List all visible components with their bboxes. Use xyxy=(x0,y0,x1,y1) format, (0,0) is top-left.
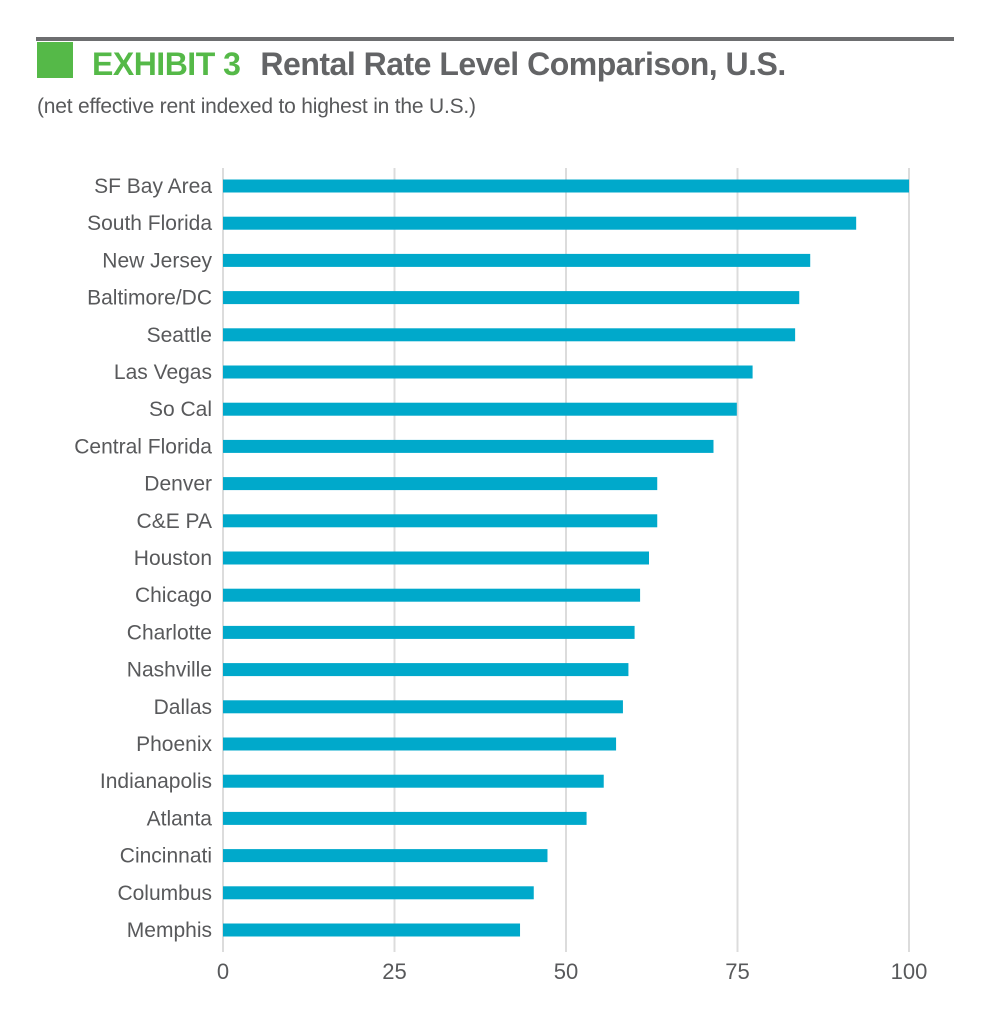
category-label: Central Florida xyxy=(74,435,212,458)
category-label: So Cal xyxy=(149,398,212,421)
exhibit-marker xyxy=(37,42,73,78)
bar-charlotte xyxy=(223,625,635,639)
bar-south-florida xyxy=(223,216,857,230)
category-label: Chicago xyxy=(135,584,212,607)
exhibit-label: EXHIBIT 3 xyxy=(92,46,241,82)
category-label: Dallas xyxy=(154,696,212,719)
x-tick-label: 50 xyxy=(554,959,578,984)
bar-houston xyxy=(223,551,650,565)
x-tick-labels: 0 25 50 75 100 xyxy=(217,959,927,984)
bar-central-florida xyxy=(223,439,714,453)
category-label: Denver xyxy=(144,473,212,496)
bar-phoenix xyxy=(223,737,617,751)
bar-nashville xyxy=(223,663,629,677)
chart-title: EXHIBIT 3 Rental Rate Level Comparison, U… xyxy=(92,44,786,84)
x-tick-label: 0 xyxy=(217,959,229,984)
x-tick-label: 25 xyxy=(382,959,406,984)
bar-seattle xyxy=(223,328,796,342)
bar-new-jersey xyxy=(223,253,811,267)
bar-cincinnati xyxy=(223,849,548,863)
chart-subtitle: (net effective rent indexed to highest i… xyxy=(37,95,476,118)
bar-las-vegas xyxy=(223,365,753,379)
bar-denver xyxy=(223,477,658,491)
bar-indianapolis xyxy=(223,774,604,788)
bar-chicago xyxy=(223,588,641,602)
category-label: Indianapolis xyxy=(100,770,212,793)
category-label: Baltimore/DC xyxy=(87,287,212,310)
category-label: C&E PA xyxy=(137,510,212,533)
top-rule xyxy=(36,37,954,41)
category-label: Atlanta xyxy=(147,807,213,830)
bar-dallas xyxy=(223,700,623,714)
x-tick-label: 75 xyxy=(725,959,749,984)
x-tick-label: 100 xyxy=(891,959,928,984)
bar-so-cal xyxy=(223,402,737,416)
category-label: Cincinnati xyxy=(120,845,212,868)
bar-columbus xyxy=(223,886,534,900)
category-label: Nashville xyxy=(127,659,212,682)
chart-title-text: Rental Rate Level Comparison, U.S. xyxy=(260,46,786,82)
category-label: New Jersey xyxy=(102,249,212,272)
category-labels: SF Bay Area South Florida New Jersey Baltim… xyxy=(74,175,212,942)
category-label: Las Vegas xyxy=(114,361,212,384)
bars xyxy=(223,179,909,937)
category-label: Charlotte xyxy=(127,621,212,644)
category-label: SF Bay Area xyxy=(94,175,212,198)
category-label: Houston xyxy=(134,547,212,570)
category-label: Seattle xyxy=(147,324,212,347)
category-label: Memphis xyxy=(127,919,212,942)
bar-atlanta xyxy=(223,811,587,825)
bar-c-e-pa xyxy=(223,514,658,528)
category-label: South Florida xyxy=(87,212,212,235)
bar-sf-bay-area xyxy=(223,179,909,193)
category-label: Columbus xyxy=(117,882,212,905)
bar-memphis xyxy=(223,923,521,937)
category-label: Phoenix xyxy=(136,733,212,756)
bar-baltimore-dc xyxy=(223,291,800,305)
